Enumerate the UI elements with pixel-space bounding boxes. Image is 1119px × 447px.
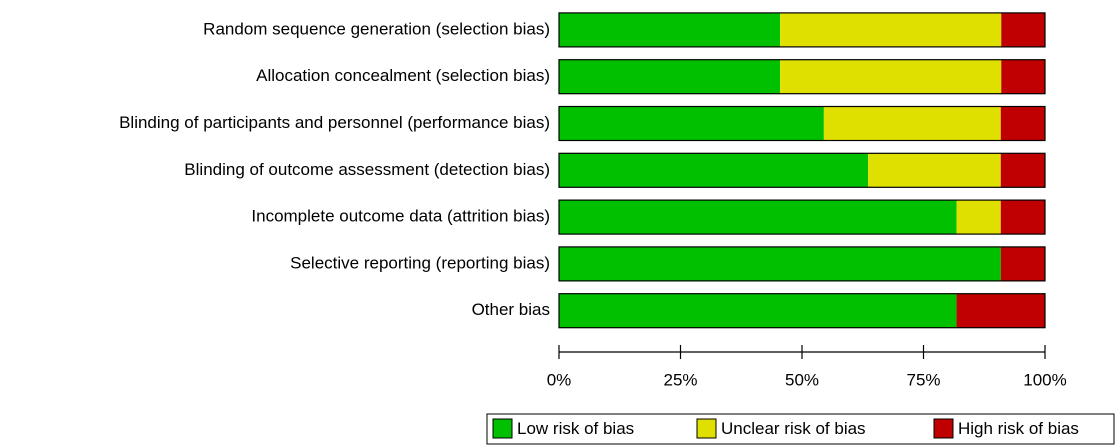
bar-segment (559, 200, 957, 235)
bar-outline (558, 293, 1046, 329)
legend-swatch (933, 418, 954, 439)
legend-label: High risk of bias (958, 419, 1079, 438)
bar-outline (558, 59, 1046, 95)
bar-segment (1000, 200, 1045, 235)
x-tick-label: 75% (906, 370, 940, 389)
category-label: Random sequence generation (selection bi… (203, 19, 550, 38)
category-label: Blinding of participants and personnel (… (119, 113, 550, 132)
bar-segment (559, 293, 957, 328)
bar-segment (1000, 106, 1045, 141)
bar-segment (823, 106, 1001, 141)
bar-outline (558, 105, 1046, 142)
legend-swatch (492, 418, 513, 439)
category-label: Blinding of outcome assessment (detectio… (184, 160, 550, 179)
bar-segment (780, 59, 1002, 94)
bar-segment (559, 153, 869, 188)
bar-segment (1000, 153, 1045, 188)
x-tick-label: 25% (663, 370, 697, 389)
bar-segment (1000, 246, 1045, 281)
bar-segment (956, 293, 1045, 328)
bar-segment (559, 246, 1001, 281)
legend-label: Low risk of bias (517, 419, 634, 438)
bar-segment (559, 106, 824, 141)
x-tick-label: 50% (785, 370, 819, 389)
category-label: Incomplete outcome data (attrition bias) (251, 207, 550, 226)
bar-segment (559, 12, 781, 47)
bar-outline (558, 199, 1046, 235)
legend-label: Unclear risk of bias (721, 419, 866, 438)
bar-outline (558, 152, 1046, 188)
bar-segment (868, 153, 1001, 188)
category-label: Allocation concealment (selection bias) (256, 66, 550, 85)
legend-swatch (696, 418, 717, 439)
bar-segment (1001, 12, 1046, 47)
bar-segment (956, 200, 1001, 235)
category-label: Other bias (472, 300, 550, 319)
bar-outline (558, 246, 1046, 282)
bar-segment (780, 12, 1002, 47)
category-label: Selective reporting (reporting bias) (290, 253, 550, 272)
bar-segment (1001, 59, 1046, 94)
x-tick-label: 100% (1023, 370, 1066, 389)
legend-box (486, 413, 1115, 445)
bar-outline (558, 12, 1046, 48)
bar-segment (559, 59, 781, 94)
x-tick-label: 0% (547, 370, 572, 389)
